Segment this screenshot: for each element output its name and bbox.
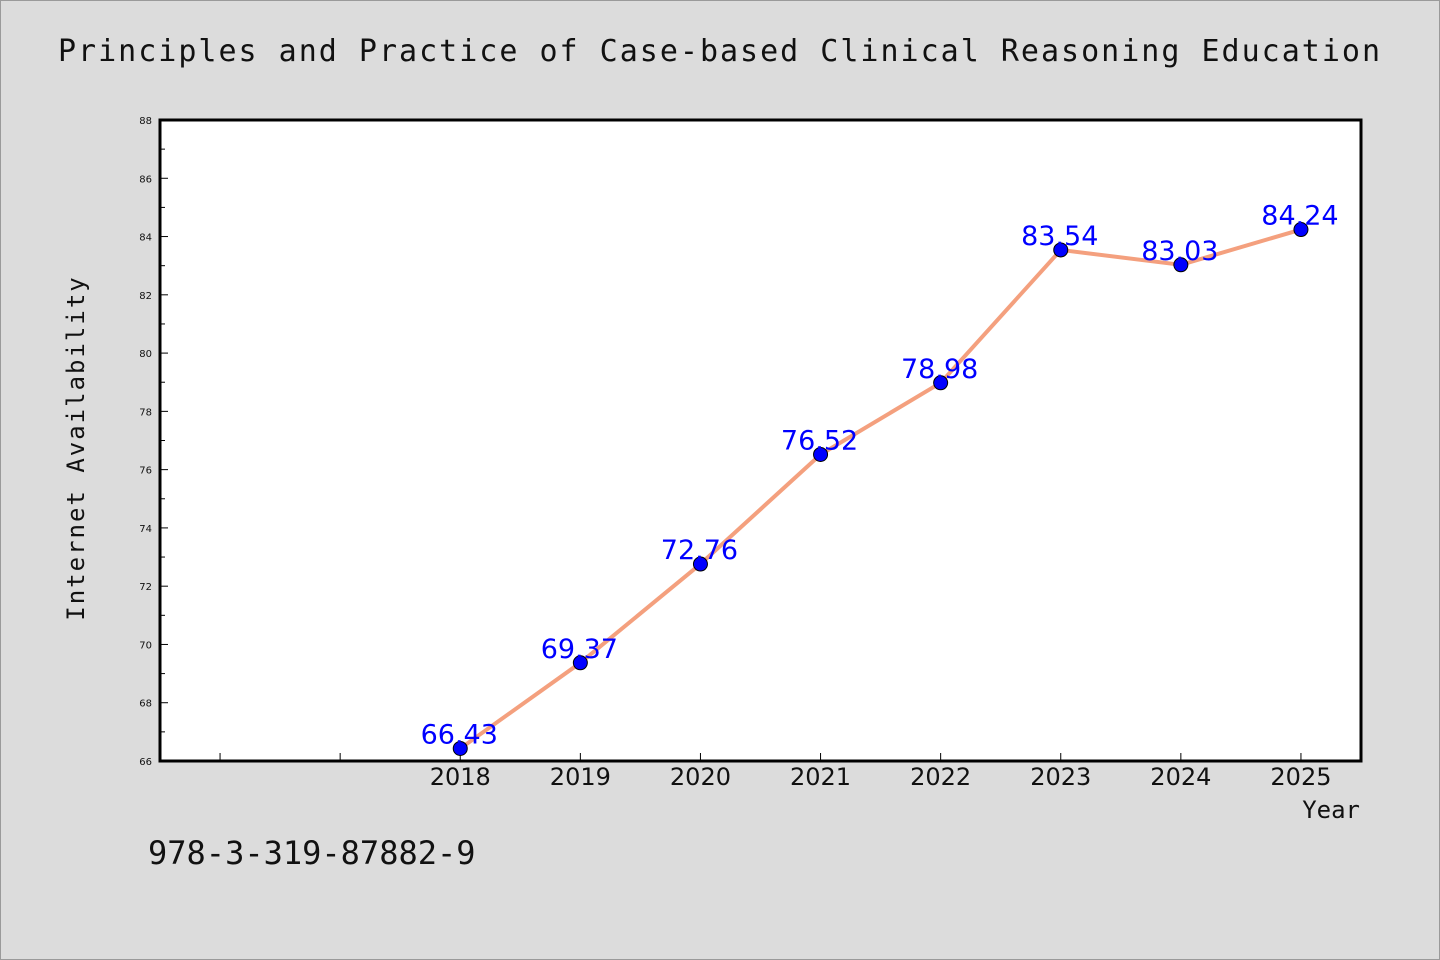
x-tick-label: 2024 [1150,763,1211,791]
data-point [1293,222,1309,238]
series-line [459,227,1302,751]
data-label: 84.24 [1261,201,1338,232]
y-tick-label: 78 [139,407,152,418]
data-point [813,446,829,462]
y-tick-label: 80 [139,349,152,360]
data-point [1053,242,1069,258]
x-tick-label: 2018 [430,763,491,791]
y-tick-label: 72 [139,582,152,593]
plot-border [158,118,1363,763]
data-label: 72.76 [661,535,738,566]
data-point [572,655,588,671]
data-label: 69.37 [541,634,618,665]
data-point [452,740,468,756]
footer-isbn: 978-3-319-87882-9 [148,834,476,872]
y-tick-label: 88 [139,116,152,127]
y-tick-label: 74 [139,524,152,535]
x-tick-label: 2020 [670,763,731,791]
y-tick-label: 86 [139,174,152,185]
data-label: 83.54 [1021,221,1098,252]
data-point [1173,257,1189,273]
y-tick-label: 82 [139,291,152,302]
x-tick-label: 2019 [550,763,611,791]
y-tick-label: 70 [139,640,152,651]
data-label: 83.03 [1141,236,1218,267]
data-label: 66.43 [421,719,498,750]
chart-title: Principles and Practice of Case-based Cl… [57,34,1383,69]
x-tick-label: 2023 [1030,763,1091,791]
data-label: 76.52 [781,425,858,456]
x-tick-label: 2021 [790,763,851,791]
data-point [692,556,708,572]
y-tick-label: 84 [139,233,152,244]
y-tick-label: 66 [139,757,152,768]
x-tick-label: 2025 [1270,763,1331,791]
y-tick-label: 76 [139,466,152,477]
plot-area [160,120,1361,761]
data-point [933,375,949,391]
x-axis-label: Year [1302,796,1360,824]
y-tick-label: 68 [139,699,152,710]
data-label: 78.98 [901,354,978,385]
x-tick-label: 2022 [910,763,971,791]
